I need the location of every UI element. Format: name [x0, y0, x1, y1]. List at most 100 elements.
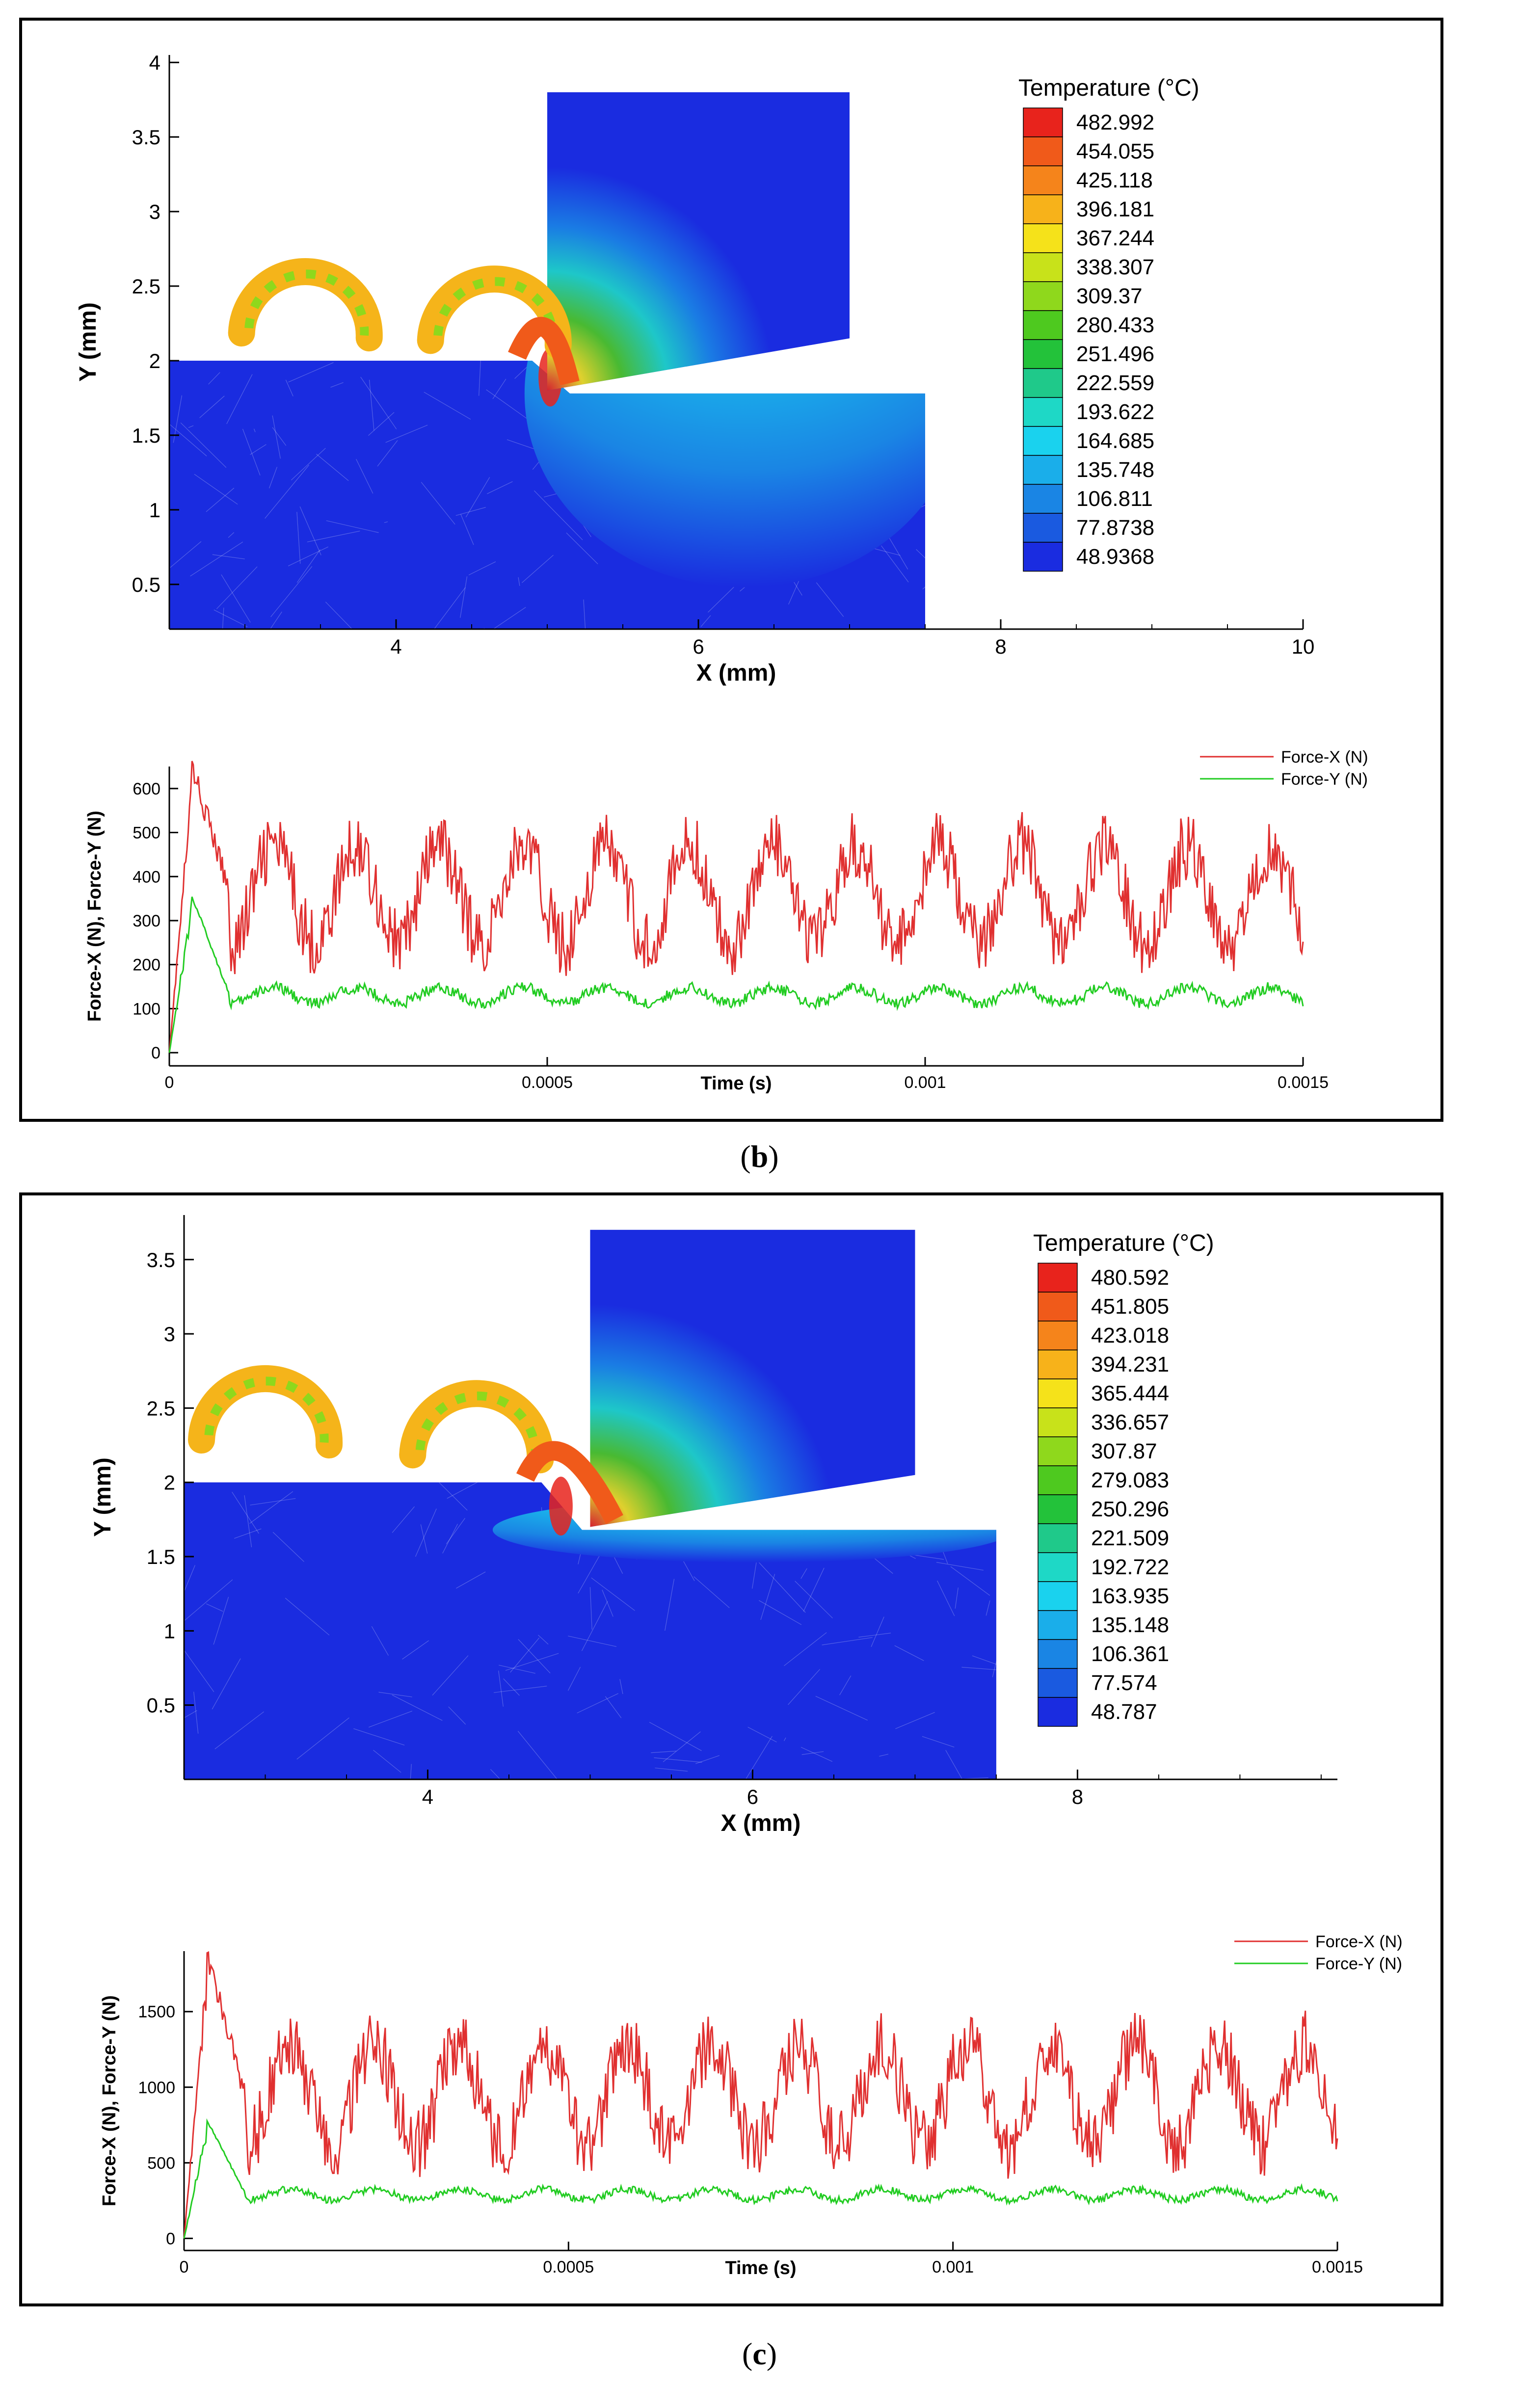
legend-level: 77.574 — [1091, 1671, 1157, 1695]
legend-level: 135.148 — [1091, 1613, 1169, 1637]
y-tick-label: 1.5 — [147, 1545, 175, 1568]
y-tick-label: 300 — [133, 912, 160, 930]
legend-level: 425.118 — [1076, 168, 1153, 192]
legend-level: 454.055 — [1076, 139, 1154, 163]
legend-swatch — [1023, 339, 1063, 369]
x-tick-label: 6 — [693, 635, 704, 658]
legend-level: 106.361 — [1091, 1642, 1169, 1666]
legend-swatch — [1023, 484, 1063, 514]
legend-level: 222.559 — [1076, 371, 1154, 395]
legend-swatch — [1023, 455, 1063, 485]
chip-2 — [399, 1380, 554, 1474]
legend-swatch — [1023, 513, 1063, 543]
force-plot: 0 0.0005 0.001 0.0015 0 100 200 300 400 500 600 Tim… — [84, 748, 1368, 1094]
contour-plot: 4 6 8 10 0.5 1 1.5 2 2.5 3 3.5 4 X (mm) Y (mm) Tempera… — [75, 51, 1314, 686]
legend-level: 367.244 — [1076, 226, 1154, 250]
y-axis-label: Force-X (N), Force-Y (N) — [99, 1995, 120, 2206]
y-tick-label: 100 — [133, 1000, 160, 1018]
chip-2-pattern — [433, 277, 558, 344]
x-tick-label: 4 — [422, 1785, 433, 1808]
x-tick-label: 0.0015 — [1312, 2258, 1363, 2276]
legend-swatch — [1023, 397, 1063, 427]
chip-1 — [228, 258, 383, 352]
x-tick-label: 0 — [180, 2258, 189, 2276]
chip-2-pattern — [415, 1391, 540, 1458]
y-tick-label: 0.5 — [132, 573, 160, 596]
panel-c: 4 6 8 0.5 1 1.5 2 2.5 3 3.5 X (mm) Y (mm) Temperatur… — [19, 1192, 1443, 2306]
legend-swatch — [1023, 310, 1063, 340]
legend-label-force-x: Force-X (N) — [1281, 748, 1368, 767]
y-tick-label: 2.5 — [147, 1397, 175, 1420]
cutting-tool-heat — [590, 1230, 915, 1527]
x-tick-label: 0.001 — [932, 2258, 974, 2276]
x-axis-label: X (mm) — [696, 660, 776, 686]
legend-swatch — [1038, 1321, 1078, 1350]
legend-label-force-y: Force-Y (N) — [1281, 770, 1368, 789]
legend-swatch — [1038, 1697, 1078, 1727]
legend-swatch — [1023, 136, 1063, 166]
legend-swatch — [1023, 368, 1063, 398]
legend-swatch — [1038, 1407, 1078, 1437]
legend-level: 451.805 — [1091, 1295, 1169, 1319]
chip-1-pattern — [244, 269, 369, 336]
legend-level: 480.592 — [1091, 1266, 1169, 1290]
y-tick-label: 1.5 — [132, 424, 160, 447]
legend-level: 396.181 — [1076, 197, 1154, 221]
x-tick-label: 0.001 — [904, 1073, 946, 1092]
y-tick-label: 500 — [147, 2154, 175, 2172]
legend-level: 250.296 — [1091, 1497, 1169, 1521]
y-tick-label: 0 — [166, 2229, 175, 2248]
legend-label-force-y: Force-Y (N) — [1315, 1955, 1402, 1973]
legend-level: 106.811 — [1076, 487, 1153, 511]
legend-swatch — [1023, 223, 1063, 253]
legend-label-force-x: Force-X (N) — [1315, 1932, 1403, 1951]
legend-swatch — [1023, 194, 1063, 224]
y-tick-label: 500 — [133, 824, 160, 843]
legend-level: 394.231 — [1091, 1352, 1169, 1376]
y-tick-label: 3 — [164, 1323, 175, 1346]
panel-c-figure: 4 6 8 0.5 1 1.5 2 2.5 3 3.5 X (mm) Y (mm) Temperatur… — [90, 1215, 1403, 2278]
legend-level: 77.8738 — [1076, 516, 1154, 540]
y-tick-label: 1000 — [138, 2078, 175, 2097]
y-tick-label: 3.5 — [147, 1248, 175, 1271]
series-force-y-line — [183, 2118, 1338, 2239]
y-tick-label: 400 — [133, 868, 160, 886]
legend-level: 221.509 — [1091, 1526, 1169, 1550]
y-tick-label: 1500 — [138, 2003, 175, 2021]
legend-level: 193.622 — [1076, 400, 1154, 424]
legend-swatch — [1038, 1465, 1078, 1495]
heat-zone — [524, 360, 925, 587]
y-axis-label: Y (mm) — [90, 1457, 116, 1537]
legend-level: 192.722 — [1091, 1555, 1169, 1579]
legend-swatch — [1023, 426, 1063, 456]
x-tick-label: 0.0005 — [522, 1073, 573, 1092]
y-tick-label: 2 — [164, 1471, 175, 1494]
contour-plot: 4 6 8 0.5 1 1.5 2 2.5 3 3.5 X (mm) Y (mm) Temperatur… — [90, 1215, 1337, 1836]
caption-b-letter: b — [750, 1139, 769, 1174]
y-axis-label: Y (mm) — [75, 302, 101, 382]
y-tick-label: 1 — [164, 1619, 175, 1642]
legend-swatch — [1038, 1378, 1078, 1408]
legend-swatch — [1023, 542, 1063, 572]
x-tick-label: 0 — [165, 1073, 174, 1092]
legend-title: Temperature (°C) — [1033, 1230, 1214, 1256]
legend-swatch — [1038, 1292, 1078, 1322]
x-tick-label: 10 — [1292, 635, 1315, 658]
legend-level: 365.444 — [1091, 1381, 1169, 1405]
chip-root — [508, 317, 580, 386]
caption-c: (c) — [742, 2336, 777, 2371]
y-tick-label: 600 — [133, 780, 160, 798]
y-tick-label: 3.5 — [132, 126, 160, 149]
legend-level: 135.748 — [1076, 458, 1154, 482]
y-tick-label: 1 — [149, 499, 160, 522]
cutting-tool-heat — [547, 92, 850, 391]
x-tick-label: 8 — [1072, 1785, 1083, 1808]
legend-level: 48.9368 — [1076, 545, 1154, 569]
legend-swatch — [1038, 1350, 1078, 1379]
series-force-x-line — [183, 1951, 1338, 2239]
legend-level: 307.87 — [1091, 1439, 1157, 1463]
y-tick-label: 3 — [149, 200, 160, 223]
y-tick-label: 200 — [133, 956, 160, 975]
y-tick-label: 2 — [149, 349, 160, 372]
y-tick-label: 4 — [149, 51, 160, 74]
